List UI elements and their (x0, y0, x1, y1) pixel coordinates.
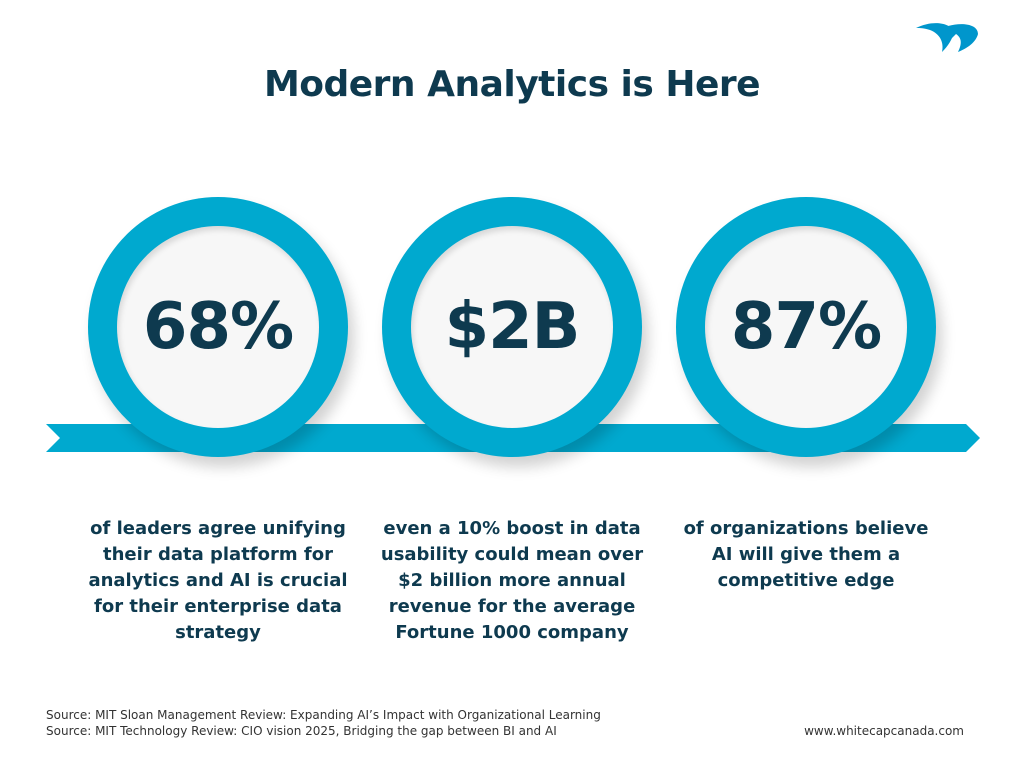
stat-value-2: $2B (411, 226, 613, 428)
source-2: Source: MIT Technology Review: CIO visio… (46, 724, 557, 738)
whitecap-logo-icon (916, 23, 978, 52)
website-link[interactable]: www.whitecapcanada.com (804, 724, 964, 738)
stat-description-2: even a 10% boost in data usability could… (380, 518, 644, 643)
stat-value-1: 68% (117, 226, 319, 428)
stat-circle-2: $2B (382, 197, 642, 457)
stat-value-3: 87% (705, 226, 907, 428)
stat-description-1: of leaders agree unifying their data pla… (88, 518, 348, 643)
source-1: Source: MIT Sloan Management Review: Exp… (46, 708, 601, 722)
stat-circle-3: 87% (676, 197, 936, 457)
page-title: Modern Analytics is Here (263, 64, 761, 105)
stat-description-3: of organizations believe AI will give th… (683, 518, 929, 591)
stat-circle-1: 68% (88, 197, 348, 457)
